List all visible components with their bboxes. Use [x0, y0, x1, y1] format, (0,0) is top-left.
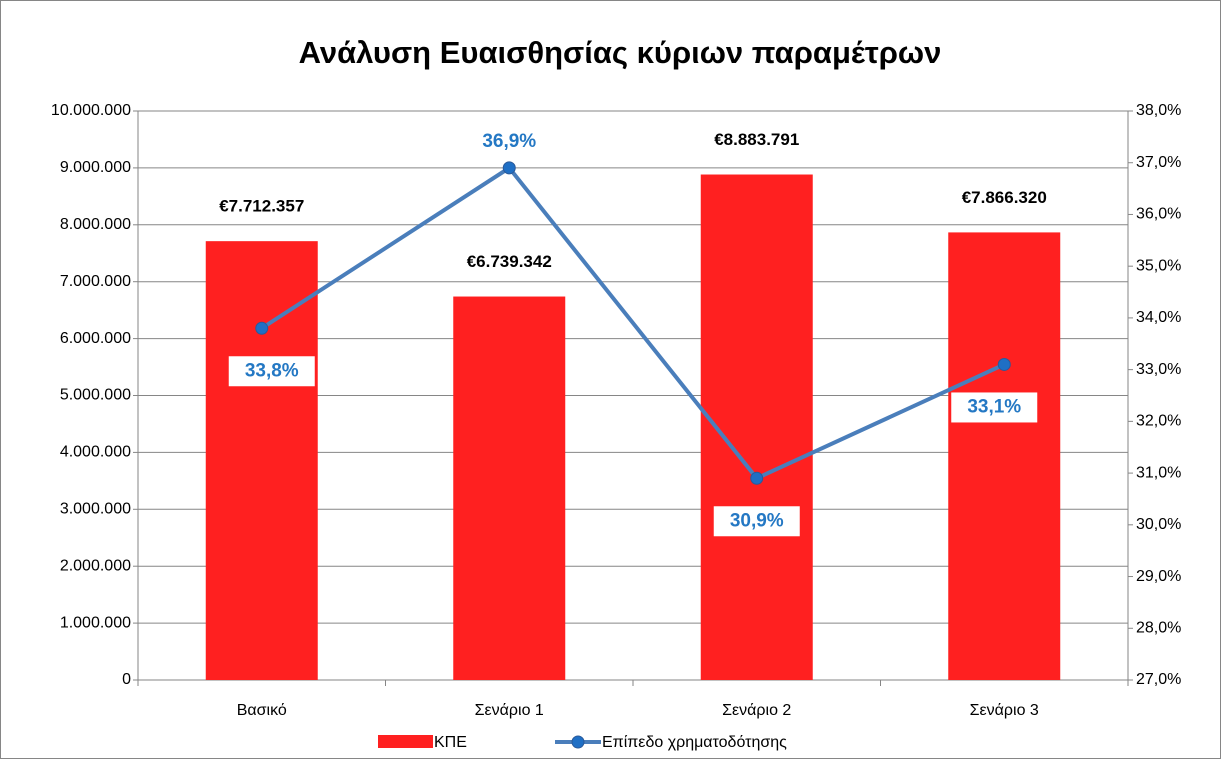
y-tick-label: 10.000.000	[51, 102, 131, 119]
x-tick-label: Σενάριο 1	[475, 702, 544, 719]
y2-tick-label: 38,0%	[1136, 102, 1181, 119]
y-tick-label: 9.000.000	[60, 159, 131, 176]
y-tick-label: 5.000.000	[60, 387, 131, 404]
y2-tick-label: 36,0%	[1136, 206, 1181, 223]
line-marker	[750, 471, 764, 485]
line	[260, 165, 1006, 481]
y2-tick-label: 37,0%	[1136, 154, 1181, 171]
y2-tick-label: 31,0%	[1136, 464, 1181, 481]
y-tick-label: 2.000.000	[60, 557, 131, 574]
line-marker	[997, 357, 1011, 371]
label-box	[713, 506, 800, 537]
y-tick-label: 1.000.000	[60, 614, 131, 631]
legend-label: ΚΠΕ	[434, 734, 467, 751]
y-tick-label: 6.000.000	[60, 330, 131, 347]
y2-tick-label: 28,0%	[1136, 619, 1181, 636]
legend-swatch	[378, 735, 433, 748]
y2-tick-label: 27,0%	[1136, 671, 1181, 688]
bar-value-label: €7.712.357	[219, 197, 304, 216]
y2-tick-label: 35,0%	[1136, 257, 1181, 274]
y-tick-label: 7.000.000	[60, 273, 131, 290]
x-tick-label: Βασικό	[237, 702, 287, 719]
legend-marker	[571, 735, 585, 749]
y2-tick-label: 33,0%	[1136, 361, 1181, 378]
label-box	[228, 356, 315, 387]
line-marker	[255, 321, 269, 335]
bar-value-label: €6.739.342	[467, 252, 552, 271]
line-value-label: 30,9%	[730, 510, 784, 531]
bar	[700, 174, 813, 680]
line-marker	[502, 161, 516, 175]
line-value-label: 36,9%	[482, 131, 536, 152]
bar-value-label: €7.866.320	[962, 188, 1047, 207]
y2-tick-label: 29,0%	[1136, 568, 1181, 585]
legend-label: Επίπεδο χρηματοδότησης	[602, 734, 787, 751]
label-box	[951, 392, 1038, 423]
y2-tick-label: 34,0%	[1136, 309, 1181, 326]
line-value-label: 33,8%	[245, 360, 299, 381]
bar	[948, 232, 1061, 681]
y-tick-label: 3.000.000	[60, 501, 131, 518]
line-value-label: 33,1%	[967, 396, 1021, 417]
x-tick-label: Σενάριο 2	[722, 702, 791, 719]
bar	[205, 241, 318, 681]
bar	[453, 296, 566, 680]
y-tick-label: 0	[122, 671, 131, 688]
bar-value-label: €8.883.791	[714, 130, 799, 149]
y2-tick-label: 32,0%	[1136, 413, 1181, 430]
y-tick-label: 4.000.000	[60, 444, 131, 461]
x-tick-label: Σενάριο 3	[970, 702, 1039, 719]
chart-title: Ανάλυση Ευαισθησίας κύριων παραμέτρων	[299, 35, 942, 70]
y-tick-label: 8.000.000	[60, 216, 131, 233]
y2-tick-label: 30,0%	[1136, 516, 1181, 533]
